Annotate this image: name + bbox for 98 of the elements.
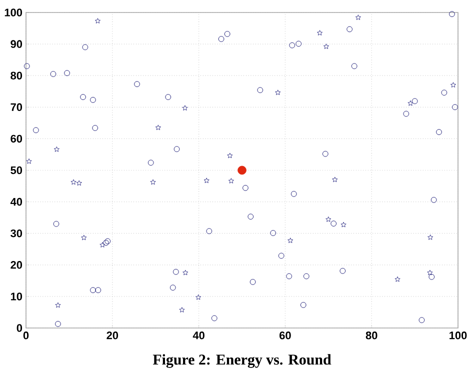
y-tick-label: 100 [4,8,22,16]
point [330,220,337,227]
point [303,273,310,280]
point [340,222,346,228]
y-tick-label: 30 [10,229,22,238]
point [278,252,284,259]
point [165,94,172,100]
point [355,14,362,20]
point [227,152,233,158]
point [224,31,230,37]
y-tick-label: 50 [10,166,22,174]
point [155,124,162,130]
point [228,178,234,184]
point [102,240,109,246]
point [436,129,442,136]
point [134,81,140,88]
point [50,71,56,77]
point [394,276,400,282]
point [403,110,410,117]
text: Figure 2: Energy vs. Round [152,354,332,368]
point [70,179,76,185]
point [95,287,102,294]
point [450,82,456,88]
point [441,90,448,96]
point [26,158,32,164]
point [296,40,302,47]
point [351,63,358,70]
y-tick-label: 60 [10,134,22,143]
point [316,30,323,36]
point [332,176,338,182]
point [54,146,60,152]
point [32,127,39,134]
point [250,278,256,285]
point [286,273,292,280]
point [204,178,210,184]
point [326,216,332,222]
point [90,96,96,103]
point [290,190,297,197]
point [55,302,61,308]
point [346,26,353,32]
y-tick-label: 90 [10,40,22,48]
y-tick-label: 10 [10,292,22,300]
point [24,63,30,70]
point [449,11,455,18]
point [94,18,101,24]
point [82,44,88,50]
point [408,100,414,106]
point [206,228,212,234]
point [55,320,61,327]
point [100,242,106,248]
y-tick-label: 80 [10,72,22,80]
x-tick-label: 40 [192,332,204,340]
point [452,104,458,110]
x-tick-label: 0 [23,332,29,340]
point [430,196,437,203]
point [196,294,202,300]
point [81,234,87,240]
point [90,287,96,294]
point [170,284,176,291]
point [418,317,425,324]
point [428,234,434,240]
point [428,274,435,280]
x-tick-label: 60 [280,332,291,340]
x-tick-label: 20 [106,332,118,340]
point [104,238,111,244]
point [288,238,294,244]
point [76,180,82,186]
point [174,146,180,152]
point [340,268,346,274]
point [248,214,254,220]
point [275,90,281,96]
point [182,105,188,111]
point [172,268,179,275]
point [218,36,224,42]
point [150,179,156,185]
point [427,270,433,276]
point [148,160,154,166]
point [270,230,276,236]
point [64,70,70,76]
point [300,302,306,308]
point [242,184,248,191]
point [289,42,296,48]
point [323,44,330,50]
point [182,270,188,276]
point [53,220,60,227]
point [322,150,328,157]
y-tick-label: 70 [10,103,22,112]
x-tick-label: 80 [366,332,378,340]
point [257,87,264,94]
y-tick-label: 20 [10,261,22,269]
point [179,307,185,312]
y-tick-label: 0 [16,324,22,332]
point [211,315,218,322]
y-tick-label: 40 [10,198,22,206]
point [80,94,86,100]
point [412,98,418,104]
point [92,125,98,131]
x-tick-label: 100 [450,332,467,340]
